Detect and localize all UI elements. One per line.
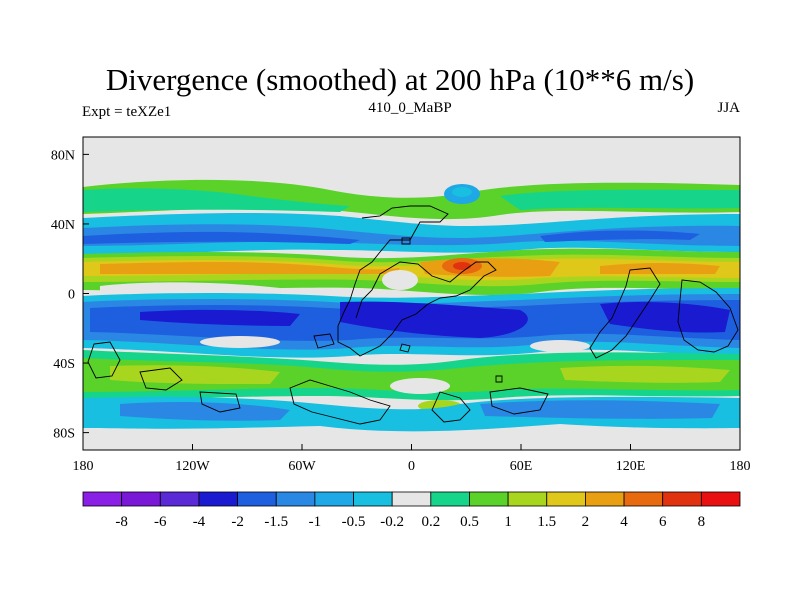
band-north-green (83, 179, 740, 220)
colorbar-swatch (353, 491, 393, 507)
colorbar-label: -4 (193, 514, 206, 530)
colorbar-label: 0.2 (421, 514, 440, 530)
colorbar-swatch (623, 491, 664, 507)
y-tick-label: 0 (68, 288, 75, 303)
band-north-lightgreen (83, 188, 740, 212)
colorbar-label: -2 (231, 514, 244, 530)
colorbar-label: -8 (115, 514, 128, 530)
colorbar-label: 0.5 (460, 514, 479, 530)
colorbar-swatch (237, 491, 277, 507)
colorbar-label: 6 (659, 514, 667, 530)
colorbar-swatch (82, 491, 123, 507)
colorbar-label: -1 (309, 514, 322, 530)
colorbar-swatch (198, 491, 238, 507)
colorbar-swatch (430, 491, 470, 507)
colorbar-swatch (507, 491, 548, 507)
colorbar-swatch (391, 491, 432, 507)
x-axis: 180 120W 60W 0 60E 120E 180 (73, 444, 751, 474)
period-label: 410_0_MaBP (368, 100, 452, 116)
season-label: JJA (717, 100, 740, 116)
x-tick-label: 180 (730, 459, 751, 474)
colorbar-swatch (314, 491, 354, 507)
colorbar-label: 1 (504, 514, 512, 530)
x-tick-label: 60E (510, 459, 533, 474)
colorbar-swatch (546, 491, 586, 507)
y-tick-label: 80N (51, 148, 75, 163)
x-tick-label: 120W (175, 459, 210, 474)
x-tick-label: 0 (408, 459, 415, 474)
colorbar-swatch (662, 491, 702, 507)
colorbar-label: 1.5 (537, 514, 556, 530)
band-north-blue (83, 212, 740, 255)
x-tick-label: 180 (73, 459, 94, 474)
y-tick-label: 40N (51, 218, 75, 233)
y-tick-label: 80S (53, 427, 75, 442)
x-tick-label: 60W (288, 459, 316, 474)
colorbar-label: 2 (582, 514, 590, 530)
x-tick-label: 120E (616, 459, 646, 474)
colorbar-label: 4 (620, 514, 628, 530)
colorbar: -8 -6 -4 -2 -1.5 -1 -0.5 -0.2 0.2 0.5 1 1.5 2 4 6 8 (82, 491, 741, 530)
contour-field (83, 179, 740, 450)
colorbar-swatch (121, 491, 161, 507)
experiment-label: Expt = teXZe1 (82, 104, 172, 120)
colorbar-swatch (469, 491, 509, 507)
colorbar-label: -0.2 (380, 514, 404, 530)
colorbar-label: -1.5 (264, 514, 288, 530)
colorbar-label: 8 (698, 514, 706, 530)
colorbar-swatch (275, 491, 316, 507)
colorbar-swatch (159, 491, 200, 507)
colorbar-label: -6 (154, 514, 167, 530)
colorbar-label: -0.5 (342, 514, 366, 530)
colorbar-swatch (700, 491, 741, 507)
colorbar-swatch (585, 491, 625, 507)
chart-title: Divergence (smoothed) at 200 hPa (10**6 … (105, 62, 695, 97)
y-axis: 80N 40N 0 40S 80S (51, 148, 89, 442)
coastlines (87, 205, 739, 425)
y-tick-label: 40S (53, 357, 75, 372)
